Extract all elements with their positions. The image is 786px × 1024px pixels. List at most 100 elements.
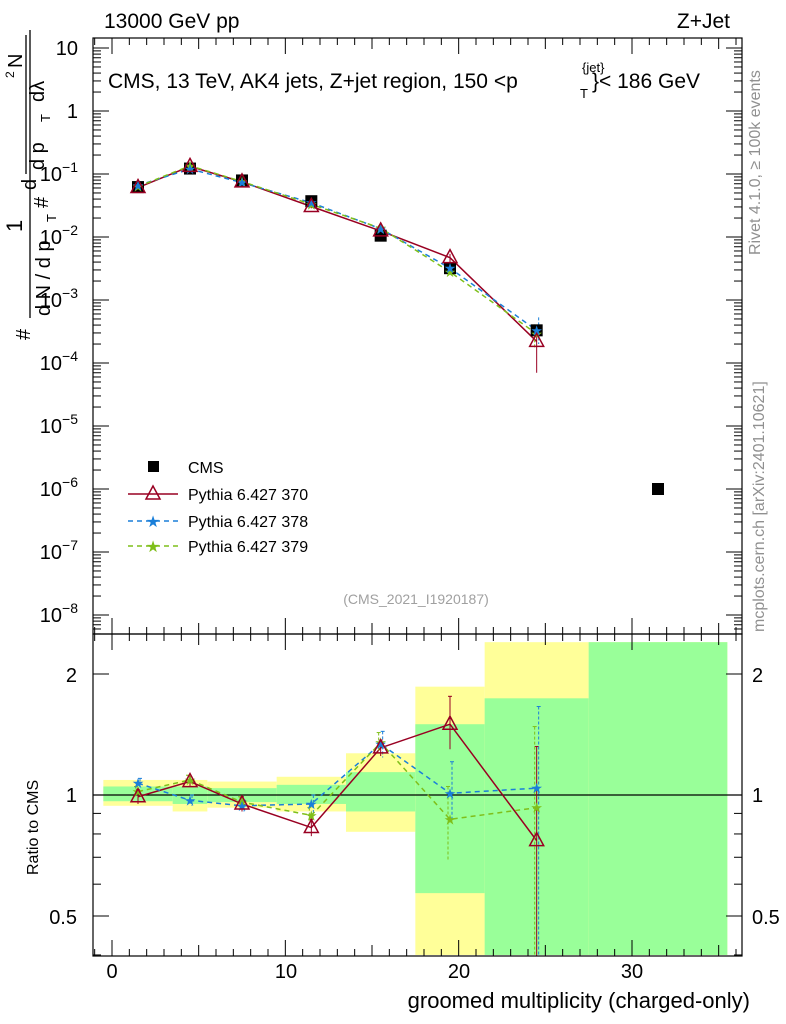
p379-data-point: ★ (184, 158, 197, 174)
legend-label-cms: CMS (188, 460, 224, 477)
p370-data-point (528, 831, 545, 847)
p370-data-point (181, 156, 199, 173)
legend: CMS Pythia 6.427 370 ★ Pythia 6.427 378 … (128, 460, 308, 556)
analysis-watermark: (CMS_2021_I1920187) (343, 591, 489, 607)
p379-data-point: ★ (530, 800, 543, 816)
legend-label-p379: Pythia 6.427 379 (188, 539, 308, 556)
ylabel-part-one: 1 (2, 220, 27, 232)
main-y-axis-label: # 1 d N / d p T # d 2 N d p T dλ (2, 30, 59, 340)
p379-ratio-line (137, 741, 537, 821)
p379-data-point: ★ (305, 196, 318, 212)
xtick-label-20: 20 (448, 961, 470, 983)
p370-data-point (372, 738, 389, 754)
title-tail: }< 186 GeV (592, 70, 700, 93)
main-ytick-label: 10 (56, 38, 78, 60)
p370-data-point (303, 196, 320, 213)
ylabel-part-n: N (5, 54, 27, 68)
main-ytick-label: 10−4 (40, 348, 78, 375)
p370-data-point (303, 817, 320, 834)
title-subscript: T (580, 86, 588, 101)
xtick-label-10: 10 (275, 961, 297, 983)
legend-marker-p370 (144, 484, 162, 500)
main-chart-title: CMS, 13 TeV, AK4 jets, Z+jet region, 150… (108, 70, 518, 93)
p379-data-point: ★ (444, 811, 457, 827)
ylabel-part-t1: T (44, 214, 59, 222)
cms-data-point (652, 483, 664, 495)
ratio-ytick-label-2-right: 2 (752, 665, 763, 687)
x-axis-label: groomed multiplicity (charged-only) (408, 988, 750, 1013)
p379-data-point: ★ (305, 807, 318, 823)
ratio-data-marks: ★★★★★★★★★ ★ ★★★ ★ (129, 695, 545, 956)
rivet-version-label: Rivet 4.1.0, ≥ 100k events (747, 70, 764, 255)
p378-data-point: ★ (530, 322, 543, 338)
p370-data-point (129, 787, 147, 803)
p378-data-point: ★ (374, 736, 387, 752)
cms-data-point (236, 174, 248, 187)
legend-label-p370: Pythia 6.427 370 (188, 487, 308, 504)
p379-data-point: ★ (374, 220, 387, 236)
xtick-label-30: 30 (621, 961, 643, 983)
p379-data-point: ★ (236, 174, 249, 190)
p378-data-point: ★ (374, 221, 387, 237)
p379-series-line (137, 164, 538, 335)
main-ytick-label: 10−1 (40, 159, 78, 186)
ylabel-part-2: 2 (3, 71, 17, 78)
ratio-axis-ticks (93, 634, 742, 956)
ylabel-part-dlambda: dλ (27, 81, 49, 102)
p378-data-point: ★ (184, 161, 197, 177)
legend-marker-cms (148, 461, 159, 472)
legend-label-p378: Pythia 6.427 378 (188, 514, 308, 531)
ratio-ytick-label-1-left: 1 (66, 785, 77, 807)
p370-data-point (441, 248, 459, 264)
p378-data-point: ★ (132, 177, 145, 193)
p370-data-point (528, 331, 545, 348)
ratio-ytick-label-1-right: 1 (752, 785, 763, 807)
xtick-label-0: 0 (106, 961, 117, 983)
main-ytick-label: 10−2 (40, 222, 78, 249)
ratio-y-axis-label: Ratio to CMS (25, 780, 42, 875)
p378-data-point: ★ (444, 260, 457, 276)
p378-data-point: ★ (305, 796, 318, 812)
ratio-panel: ★★★★★★★★★ ★ ★★★ ★ 2 1 0.5 2 1 0.5 Ratio to … (25, 633, 780, 1013)
p378-data-point: ★ (530, 780, 543, 796)
ylabel-part-hash1: # (13, 328, 35, 340)
header-left-label: 13000 GeV pp (104, 10, 239, 33)
main-ytick-label: 10−5 (40, 411, 78, 438)
p378-data-point: ★ (305, 195, 318, 211)
main-ytick-label: 10−7 (40, 537, 78, 564)
p379-data-point: ★ (184, 772, 197, 788)
legend-marker-p379: ★ (146, 539, 160, 556)
p379-data-point: ★ (444, 264, 457, 280)
ratio-band-green (588, 642, 728, 955)
p379-data-point: ★ (132, 179, 145, 195)
cms-data-point (444, 262, 456, 275)
ylabel-part-t2: T (38, 114, 53, 122)
ylabel-part-dn-dpt: d N / d p (33, 240, 55, 316)
p378-data-point: ★ (132, 775, 145, 791)
p378-ratio-line (137, 742, 537, 807)
main-y-tick-labels: 10 1 10−1 10−2 10−3 10−4 10−5 10−6 10−7 10−8 (40, 38, 78, 627)
legend-marker-p378: ★ (146, 514, 160, 531)
ylabel-part-d: d (19, 179, 41, 190)
p379-data-point: ★ (236, 794, 249, 810)
p378-data-point: ★ (236, 798, 249, 814)
p378-data-point: ★ (444, 785, 457, 801)
ylabel-part-dp: d p (27, 142, 49, 170)
title-main: CMS, 13 TeV, AK4 jets, Z+jet region, 150… (108, 70, 518, 93)
main-ytick-label: 10−3 (40, 285, 78, 312)
main-ytick-label: 10−6 (40, 474, 78, 501)
p370-data-point (129, 177, 147, 194)
ylabel-part-hash2: # (31, 196, 53, 208)
header-right-label: Z+Jet (677, 10, 730, 33)
p370-data-point (372, 221, 389, 237)
title-superscript: {jet} (582, 60, 605, 75)
main-ytick-label: 1 (67, 101, 78, 123)
p378-series-line (137, 168, 538, 331)
main-axis-ticks (93, 38, 742, 635)
p370-data-point (181, 771, 199, 788)
main-ytick-label: 10−8 (40, 600, 78, 627)
ratio-uncertainty-bands (103, 642, 728, 955)
p370-data-point (233, 794, 251, 810)
ratio-plot-frame (92, 633, 743, 957)
